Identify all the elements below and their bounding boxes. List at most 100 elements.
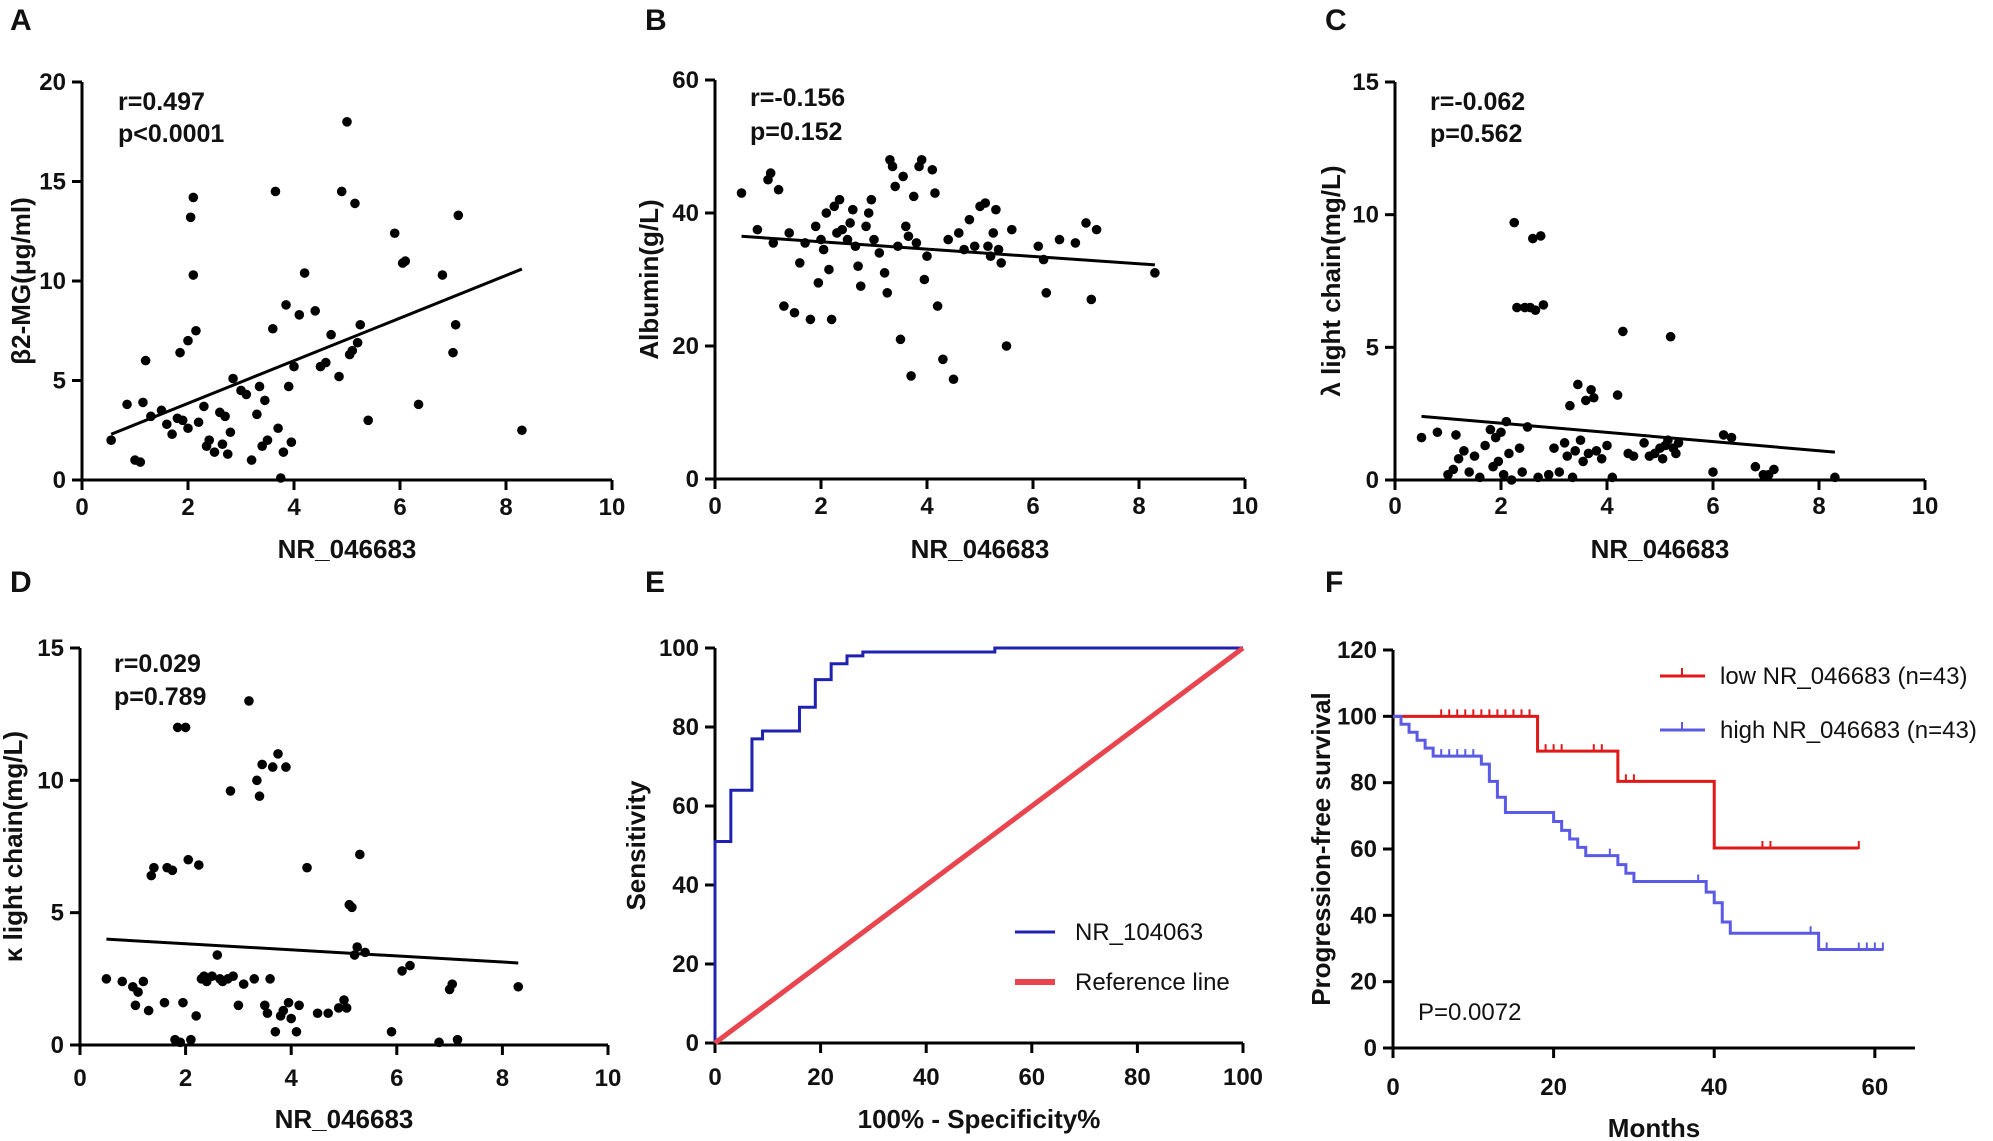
data-point <box>177 415 188 426</box>
x-tick-label: 0 <box>73 1065 86 1092</box>
y-tick-label: 20 <box>1350 969 1377 996</box>
y-tick-label: 100 <box>1337 703 1377 730</box>
correlation-r: r=-0.062 <box>1430 88 1525 116</box>
data-point <box>1726 432 1737 443</box>
data-point <box>813 278 824 288</box>
data-point <box>252 775 262 786</box>
data-point <box>1475 472 1485 483</box>
data-point <box>869 234 879 245</box>
survival-curve-low <box>1393 714 1859 850</box>
p-value: p<0.0001 <box>118 120 224 148</box>
panel-c: C 0 2 4 6 8 10 0 5 10 15 NR_046683 λ light chain(mg/… <box>1316 4 1938 564</box>
data-point <box>922 251 932 262</box>
data-point <box>991 204 1001 215</box>
x-tick-label: 0 <box>708 1064 721 1091</box>
data-point <box>1588 392 1599 403</box>
data-point <box>898 171 908 182</box>
data-point <box>238 979 249 989</box>
data-point <box>866 194 877 205</box>
data-point <box>167 429 177 440</box>
data-point <box>180 722 191 733</box>
data-point <box>1769 464 1779 475</box>
y-tick-label: 5 <box>51 900 64 927</box>
x-axis-title: 100% - Specificity% <box>858 1104 1101 1134</box>
data-point <box>765 168 776 178</box>
data-point <box>194 860 204 870</box>
panel-b: B 0 2 4 6 8 10 0 20 40 60 NR_046683 Albumin(g/L) r=-0… <box>634 4 1258 564</box>
roc-curve <box>713 646 1243 1043</box>
data-point <box>228 373 238 384</box>
data-point <box>1628 451 1639 461</box>
data-point <box>162 419 172 430</box>
data-point <box>363 415 374 426</box>
x-tick-label: 20 <box>807 1064 834 1091</box>
y-tick-label: 80 <box>1350 770 1377 797</box>
data-point <box>185 212 196 223</box>
y-axis-title: Albumin(g/L) <box>634 199 664 359</box>
data-point <box>916 155 927 165</box>
data-point <box>824 264 834 275</box>
x-tick-label: 8 <box>1812 493 1825 520</box>
data-point <box>930 188 940 198</box>
x-tick-label: 8 <box>496 1065 509 1092</box>
data-point <box>1535 231 1546 241</box>
y-tick-label: 0 <box>686 466 699 493</box>
data-point <box>260 395 270 406</box>
data-point <box>138 397 148 408</box>
data-point <box>183 423 193 434</box>
data-point <box>336 186 347 197</box>
data-point <box>397 966 407 976</box>
data-point <box>863 208 874 218</box>
data-point <box>1618 326 1628 337</box>
data-point <box>1830 472 1840 483</box>
data-point <box>1567 472 1578 483</box>
data-point <box>911 238 922 248</box>
data-point <box>143 1005 154 1016</box>
data-point <box>1673 438 1684 448</box>
data-point <box>996 258 1006 268</box>
data-point <box>341 1003 352 1013</box>
data-point <box>1639 438 1649 448</box>
data-point <box>204 435 214 446</box>
panel-letter: B <box>645 4 667 37</box>
data-point <box>453 210 464 221</box>
data-point <box>901 221 911 232</box>
data-point <box>874 248 885 258</box>
x-tick-label: 4 <box>1600 493 1614 520</box>
panel-a: A 0 2 4 6 8 10 0 5 10 15 20 NR_046683 β2-MG(μg/ml) r=0… <box>6 4 625 564</box>
data-point <box>1509 217 1520 228</box>
y-tick-label: 0 <box>686 1030 699 1057</box>
x-tick-label: 40 <box>913 1064 940 1091</box>
x-tick-label: 6 <box>393 494 406 521</box>
data-point <box>855 281 866 291</box>
data-point <box>262 1008 273 1019</box>
data-point <box>405 960 415 971</box>
data-point <box>773 184 784 195</box>
y-tick-label: 10 <box>1352 202 1379 229</box>
data-point <box>321 357 331 368</box>
data-point <box>1514 443 1525 453</box>
x-tick-label: 8 <box>499 494 512 521</box>
y-tick-label: 10 <box>37 767 64 794</box>
data-point <box>273 749 283 759</box>
data-point <box>1448 464 1459 475</box>
survival-curve-high <box>1393 714 1883 951</box>
y-tick-label: 5 <box>1366 334 1379 361</box>
data-point <box>254 381 265 392</box>
data-point <box>130 1000 141 1011</box>
correlation-r: r=0.029 <box>114 650 201 678</box>
y-tick-label: 60 <box>672 793 699 820</box>
data-point <box>175 1037 186 1048</box>
data-point <box>241 389 252 400</box>
data-point <box>101 974 112 984</box>
regression-line <box>106 937 519 965</box>
data-point <box>1596 453 1607 464</box>
data-point <box>207 971 217 981</box>
data-point <box>1562 451 1573 461</box>
legend-label: NR_104063 <box>1075 919 1203 946</box>
data-point <box>1708 467 1718 477</box>
data-point <box>355 319 366 330</box>
data-point <box>752 224 763 235</box>
data-point <box>386 1026 397 1037</box>
data-point <box>513 981 524 992</box>
